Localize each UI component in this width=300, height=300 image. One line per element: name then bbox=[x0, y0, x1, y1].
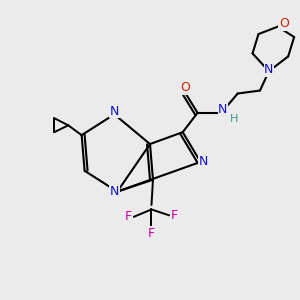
Text: F: F bbox=[125, 210, 132, 224]
Text: F: F bbox=[148, 227, 155, 240]
Text: O: O bbox=[279, 17, 289, 30]
Text: H: H bbox=[230, 114, 238, 124]
Text: N: N bbox=[110, 185, 119, 198]
Text: N: N bbox=[199, 155, 208, 168]
Text: N: N bbox=[110, 105, 119, 118]
Text: O: O bbox=[181, 81, 190, 94]
Text: N: N bbox=[218, 103, 227, 116]
Text: F: F bbox=[171, 209, 178, 222]
Text: N: N bbox=[264, 63, 274, 76]
